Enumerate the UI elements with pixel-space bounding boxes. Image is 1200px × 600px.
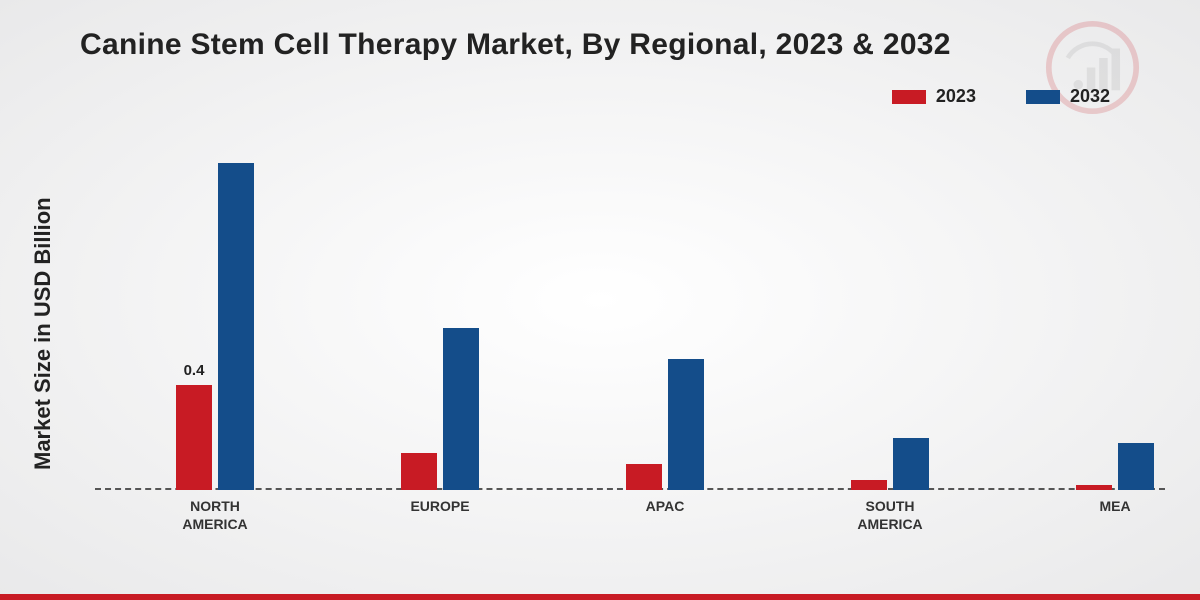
bar [668,359,704,490]
category-label: NORTHAMERICA [125,498,305,533]
bar [176,385,212,490]
bar [443,328,479,490]
legend-swatch-2023 [892,90,926,104]
legend-item-2032: 2032 [1026,86,1110,107]
bar [1118,443,1154,490]
legend-swatch-2032 [1026,90,1060,104]
category-label: SOUTHAMERICA [800,498,980,533]
bar [218,163,254,490]
legend-item-2023: 2023 [892,86,976,107]
bar [893,438,929,490]
chart-title: Canine Stem Cell Therapy Market, By Regi… [80,28,951,62]
bar [1076,485,1112,490]
category-label: APAC [575,498,755,516]
category-label: MEA [1025,498,1200,516]
plot-area: 0.4NORTHAMERICAEUROPEAPACSOUTHAMERICAMEA [95,150,1165,490]
y-axis-label: Market Size in USD Billion [30,197,56,470]
legend-label-2023: 2023 [936,86,976,107]
bottom-accent-bar [0,594,1200,600]
legend: 2023 2032 [892,86,1110,107]
bar-value-label: 0.4 [169,362,219,379]
bar [626,464,662,490]
bar [401,453,437,490]
category-label: EUROPE [350,498,530,516]
chart-canvas: Canine Stem Cell Therapy Market, By Regi… [0,0,1200,600]
bar [851,480,887,490]
legend-label-2032: 2032 [1070,86,1110,107]
